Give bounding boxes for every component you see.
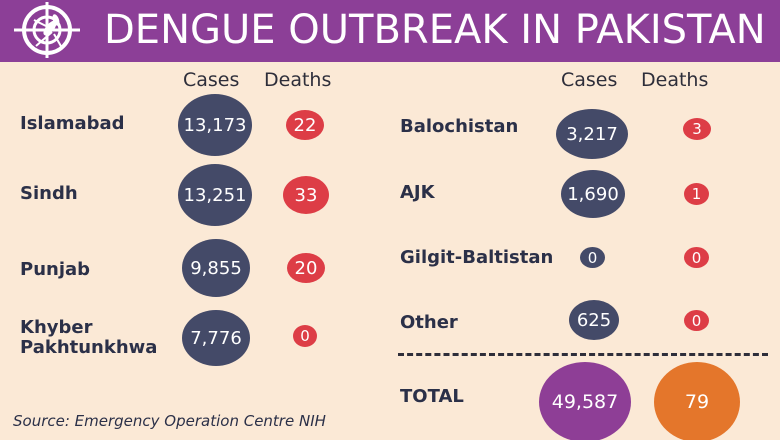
deaths-bubble-punjab: 20 — [287, 253, 325, 283]
deaths-bubble-balochistan: 3 — [683, 118, 711, 140]
deaths-bubble-kp: 0 — [293, 325, 317, 347]
cases-bubble-kp: 7,776 — [182, 310, 250, 366]
region-label-sindh: Sindh — [20, 183, 78, 204]
source-caption: Source: Emergency Operation Centre NIH — [13, 412, 326, 430]
region-label-other: Other — [400, 312, 458, 333]
left-cases-header: Cases — [183, 69, 240, 91]
cases-bubble-sindh: 13,251 — [178, 164, 252, 226]
total-cases-bubble: 49,587 — [539, 362, 631, 440]
region-label-punjab: Punjab — [20, 259, 91, 280]
cases-bubble-ajk: 1,690 — [561, 170, 625, 218]
deaths-bubble-other: 0 — [684, 310, 709, 331]
cases-bubble-balochistan: 3,217 — [556, 109, 628, 159]
cases-bubble-gilgit-baltistan: 0 — [580, 247, 605, 268]
cases-bubble-punjab: 9,855 — [182, 239, 250, 297]
header-banner: DENGUE OUTBREAK IN PAKISTAN — [0, 0, 780, 62]
page-title: DENGUE OUTBREAK IN PAKISTAN — [104, 7, 766, 53]
region-label-ajk: AJK — [400, 182, 435, 203]
total-label: TOTAL — [400, 386, 464, 407]
region-label-islamabad: Islamabad — [20, 113, 125, 134]
mosquito-target-icon — [14, 2, 80, 58]
region-label-pakhtunkhwa: Pakhtunkhwa — [20, 337, 158, 358]
cases-bubble-other: 625 — [569, 300, 619, 340]
deaths-bubble-sindh: 33 — [283, 176, 329, 214]
region-label-khyber: Khyber — [20, 317, 93, 338]
deaths-bubble-islamabad: 22 — [286, 110, 324, 140]
deaths-bubble-ajk: 1 — [684, 183, 709, 205]
left-deaths-header: Deaths — [264, 69, 332, 91]
region-label-balochistan: Balochistan — [400, 116, 519, 137]
deaths-bubble-gilgit-baltistan: 0 — [684, 247, 709, 268]
right-cases-header: Cases — [561, 69, 618, 91]
right-deaths-header: Deaths — [641, 69, 709, 91]
total-deaths-bubble: 79 — [654, 362, 740, 440]
cases-bubble-islamabad: 13,173 — [178, 94, 252, 156]
region-label-gilgit-baltistan: Gilgit-Baltistan — [400, 247, 554, 268]
total-divider — [398, 353, 768, 356]
